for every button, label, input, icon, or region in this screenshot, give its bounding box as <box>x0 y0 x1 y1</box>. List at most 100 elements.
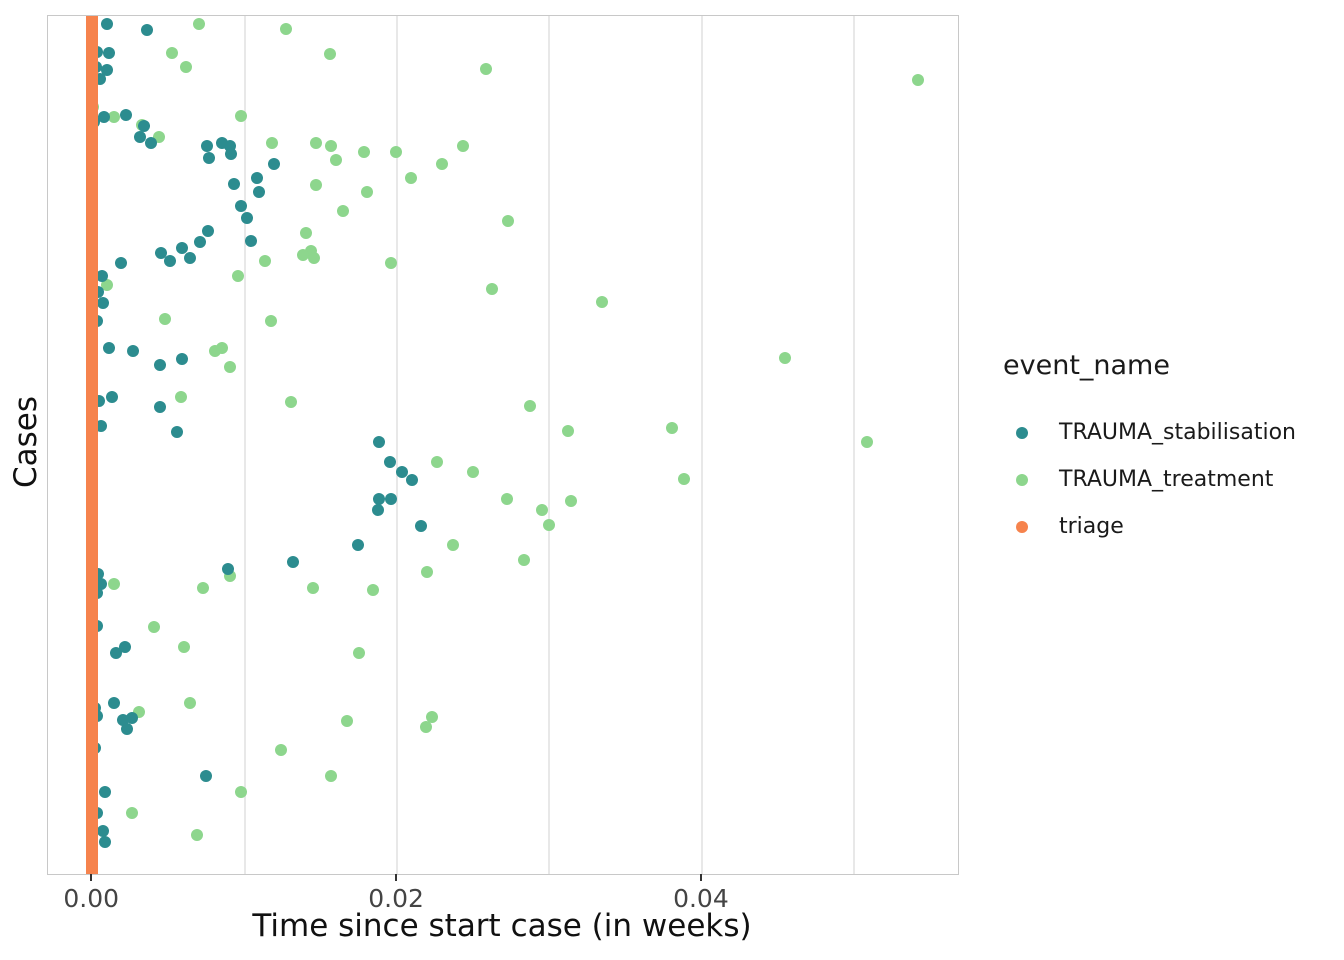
data-point-trauma_treatment <box>367 584 380 596</box>
data-point-trauma_stabilisation <box>253 185 266 198</box>
data-point-trauma_treatment <box>595 295 608 308</box>
data-point-trauma_stabilisation <box>155 246 168 259</box>
data-point-trauma_treatment <box>310 179 323 192</box>
data-point-trauma_treatment <box>665 421 678 434</box>
data-point-trauma_stabilisation <box>228 178 241 191</box>
y-axis-title: Cases <box>8 395 44 489</box>
data-point-trauma_treatment <box>266 136 279 149</box>
data-point-trauma_treatment <box>175 390 188 403</box>
data-point-trauma_treatment <box>353 646 366 659</box>
data-point-trauma_stabilisation <box>108 697 121 710</box>
data-point-trauma_stabilisation <box>222 562 235 575</box>
data-point-trauma_stabilisation <box>154 359 167 372</box>
x-gridline <box>700 16 703 874</box>
data-point-trauma_treatment <box>341 715 354 728</box>
data-point-trauma_treatment <box>523 400 536 413</box>
data-point-trauma_treatment <box>159 312 172 325</box>
data-point-trauma_stabilisation <box>372 504 384 517</box>
data-point-trauma_stabilisation <box>98 111 111 124</box>
data-point-trauma_treatment <box>259 255 272 268</box>
data-point-trauma_treatment <box>180 60 193 73</box>
data-point-trauma_treatment <box>108 111 121 124</box>
data-point-trauma_stabilisation <box>138 119 151 132</box>
data-point-trauma_stabilisation <box>101 64 114 77</box>
data-point-trauma_treatment <box>224 360 237 373</box>
legend-label: TRAUMA_stabilisation <box>1059 420 1296 445</box>
data-point-trauma_treatment <box>330 154 343 167</box>
data-point-trauma_treatment <box>265 315 278 328</box>
data-point-trauma_stabilisation <box>373 493 386 506</box>
data-point-trauma_stabilisation <box>164 254 177 267</box>
data-point-trauma_stabilisation <box>245 234 258 247</box>
data-point-trauma_stabilisation <box>184 251 197 264</box>
data-point-trauma_treatment <box>564 494 577 507</box>
data-point-trauma_treatment <box>536 504 549 517</box>
data-point-trauma_treatment <box>543 518 556 531</box>
data-point-trauma_treatment <box>518 553 531 566</box>
data-point-trauma_stabilisation <box>103 46 116 59</box>
x-gridline <box>243 16 246 874</box>
data-point-trauma_treatment <box>275 744 288 757</box>
data-point-trauma_treatment <box>325 140 338 153</box>
data-point-trauma_treatment <box>561 425 574 438</box>
data-point-trauma_treatment <box>466 466 479 479</box>
data-point-trauma_stabilisation <box>384 456 397 469</box>
data-point-trauma_treatment <box>436 157 449 170</box>
x-axis-tick <box>699 874 702 881</box>
legend-label: triage <box>1059 514 1124 539</box>
data-point-trauma_treatment <box>280 22 293 35</box>
data-point-trauma_treatment <box>126 807 139 820</box>
data-point-trauma_treatment <box>178 641 191 654</box>
data-point-trauma_stabilisation <box>200 770 213 783</box>
x-gridline <box>396 16 399 874</box>
data-point-trauma_treatment <box>193 17 206 30</box>
data-point-trauma_treatment <box>447 538 459 551</box>
data-point-trauma_stabilisation <box>203 152 216 165</box>
data-point-trauma_treatment <box>197 582 210 595</box>
data-point-trauma_stabilisation <box>194 235 207 248</box>
data-point-trauma_stabilisation <box>145 136 158 149</box>
data-point-trauma_treatment <box>860 436 873 449</box>
data-point-trauma_treatment <box>108 577 121 590</box>
x-axis-tick-label: 0.02 <box>368 884 424 913</box>
data-point-trauma_treatment <box>420 721 433 734</box>
data-point-trauma_treatment <box>184 697 197 710</box>
data-point-trauma_treatment <box>426 710 439 723</box>
data-point-trauma_stabilisation <box>225 148 238 161</box>
legend-swatch-teal-icon <box>1016 426 1028 439</box>
data-point-trauma_stabilisation <box>103 342 116 355</box>
x-axis-title: Time since start case (in weeks) <box>252 908 752 944</box>
data-point-trauma_treatment <box>300 227 313 240</box>
data-point-trauma_stabilisation <box>99 836 112 849</box>
data-point-trauma_stabilisation <box>176 353 189 366</box>
x-axis-tick-label: 0.04 <box>673 884 729 913</box>
data-point-trauma_treatment <box>235 109 248 122</box>
triage-band <box>86 16 99 874</box>
data-point-trauma_treatment <box>232 269 245 282</box>
data-point-trauma_treatment <box>308 251 321 264</box>
data-point-trauma_treatment <box>480 63 493 76</box>
data-point-trauma_treatment <box>324 47 337 60</box>
data-point-trauma_stabilisation <box>119 641 132 654</box>
legend-item-trauma-stabilisation: TRAUMA_stabilisation <box>1003 409 1296 456</box>
data-point-trauma_treatment <box>216 342 229 355</box>
data-point-trauma_stabilisation <box>373 436 386 449</box>
data-point-trauma_treatment <box>457 140 470 153</box>
legend-swatch-green-icon <box>1016 473 1028 486</box>
data-point-trauma_treatment <box>389 146 402 159</box>
data-point-trauma_stabilisation <box>352 539 365 552</box>
data-point-trauma_stabilisation <box>106 390 119 403</box>
data-point-trauma_treatment <box>191 829 204 842</box>
data-point-trauma_treatment <box>486 282 499 295</box>
x-axis-tick-label: 0.00 <box>63 884 120 913</box>
data-point-trauma_stabilisation <box>96 269 109 282</box>
data-point-trauma_treatment <box>502 215 515 228</box>
data-point-trauma_treatment <box>405 172 418 185</box>
x-gridline <box>853 16 856 874</box>
data-point-trauma_stabilisation <box>141 23 154 36</box>
data-point-trauma_stabilisation <box>171 426 184 439</box>
data-point-trauma_treatment <box>166 46 179 59</box>
data-point-trauma_stabilisation <box>121 722 134 735</box>
legend-item-triage: triage <box>1003 503 1296 550</box>
data-point-trauma_treatment <box>337 204 350 217</box>
